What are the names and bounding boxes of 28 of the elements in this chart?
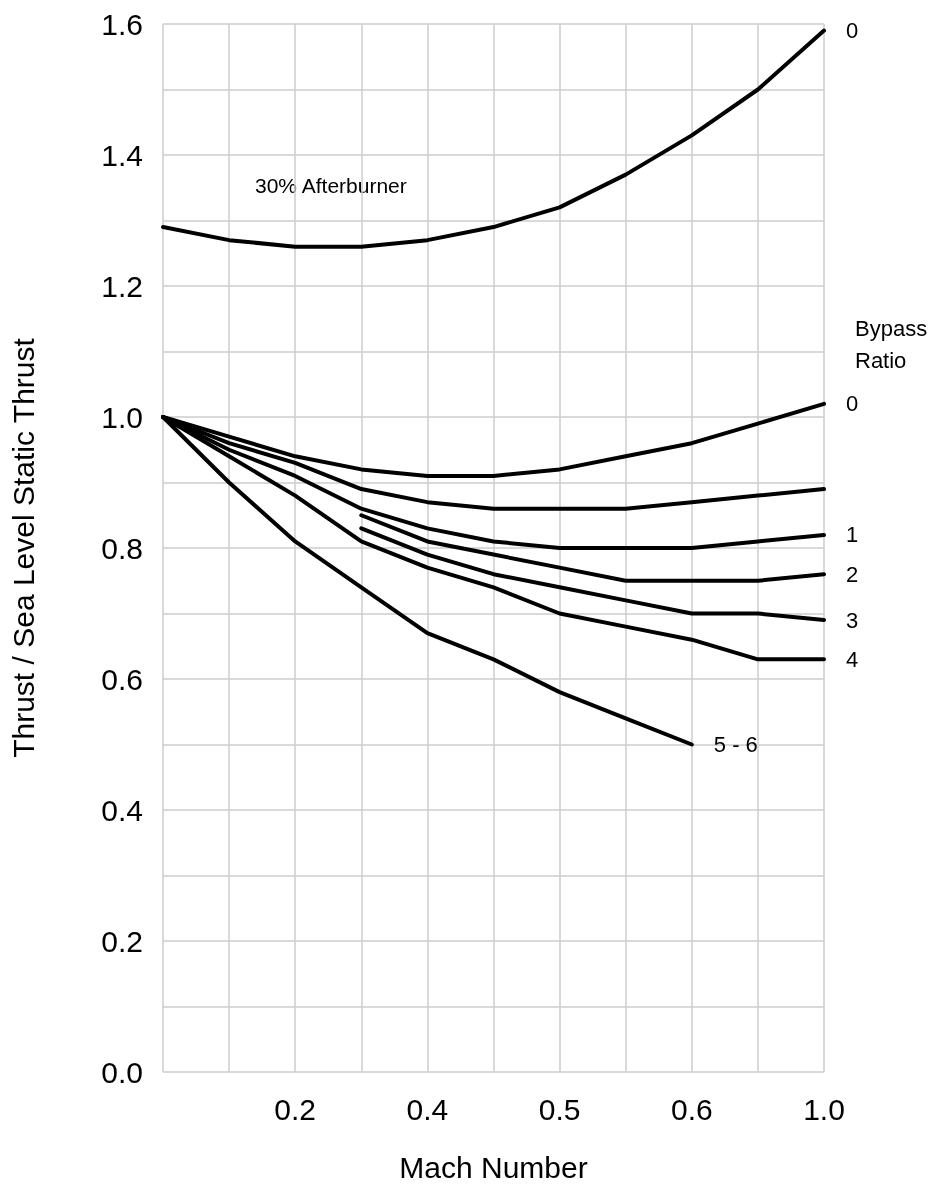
y-tick-label: 0.2 bbox=[101, 924, 143, 958]
line-series bbox=[161, 28, 826, 249]
x-tick-label: 0.2 bbox=[274, 1092, 317, 1126]
x-tick-label: 0.4 bbox=[406, 1092, 449, 1126]
x-tick-label: 0.6 bbox=[670, 1092, 713, 1126]
y-axis-title: Thrust / Sea Level Static Thrust bbox=[6, 337, 40, 758]
line-series bbox=[359, 513, 826, 583]
series-label: 2 bbox=[846, 561, 859, 587]
x-tick-label: 1.0 bbox=[803, 1092, 845, 1126]
series-label: 5 - 6 bbox=[713, 732, 758, 757]
y-tick-label: 1.2 bbox=[101, 269, 143, 303]
line-series bbox=[359, 526, 826, 623]
annotation: 30% Afterburner bbox=[255, 174, 407, 197]
y-tick-label: 0.6 bbox=[101, 662, 143, 696]
y-tick-label: 0.8 bbox=[101, 531, 143, 565]
x-tick-label: 0.5 bbox=[538, 1092, 581, 1126]
y-tick-label: 1.0 bbox=[101, 400, 143, 434]
legend-title: Bypass Ratio bbox=[855, 315, 934, 373]
series-label: 1 bbox=[846, 522, 859, 548]
series-label: 4 bbox=[846, 646, 859, 672]
series-label: 0 bbox=[846, 18, 859, 44]
x-axis-title: Mach Number bbox=[399, 1150, 588, 1184]
y-tick-label: 0.4 bbox=[101, 793, 143, 827]
y-tick-label: 0.0 bbox=[101, 1055, 143, 1089]
series-label: 0 bbox=[846, 391, 859, 417]
series-label: 3 bbox=[846, 607, 859, 633]
y-tick-label: 1.4 bbox=[101, 138, 143, 172]
y-tick-label: 1.6 bbox=[101, 7, 143, 41]
